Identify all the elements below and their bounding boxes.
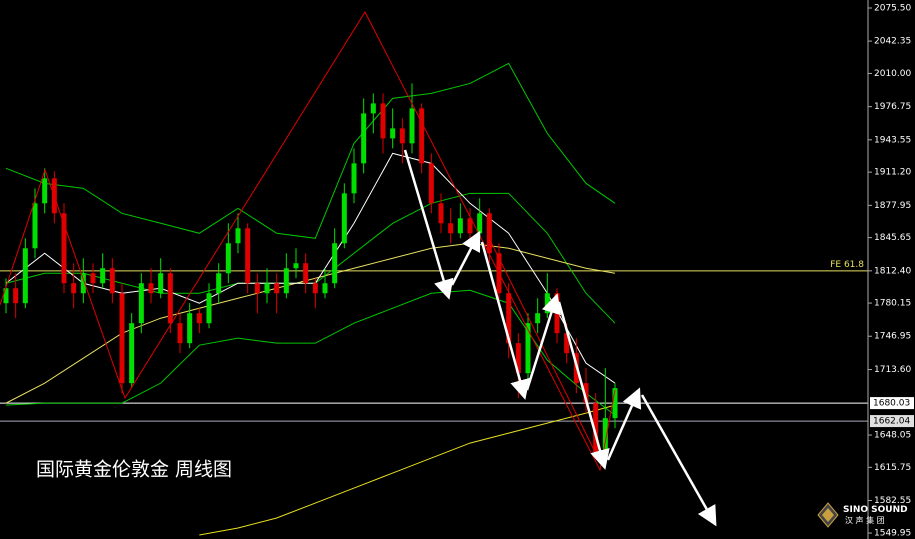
level-label: FE 61.8 (830, 260, 864, 270)
candle-body (3, 288, 9, 304)
candle-body (525, 323, 531, 374)
candle-body (361, 113, 367, 164)
candle-body (119, 293, 125, 384)
zigzag (489, 239, 601, 463)
candle-body (535, 313, 541, 324)
y-tick-label: 2075.50 (874, 3, 911, 13)
candle-body (457, 218, 463, 234)
candle-body (13, 288, 19, 304)
candle-body (370, 103, 376, 114)
candle-body (42, 178, 48, 204)
candle-body (129, 323, 135, 384)
y-tick-label: 1943.55 (874, 135, 911, 145)
candle-body (187, 313, 193, 344)
indicator-line (199, 404, 616, 536)
candle-body (216, 273, 222, 294)
y-tick-label: 1911.20 (874, 168, 911, 178)
candle-body (264, 283, 270, 294)
candle-body (593, 403, 599, 454)
candle-body (22, 248, 28, 304)
candle-body (167, 273, 173, 324)
candle-body (158, 273, 164, 294)
candle-body (245, 228, 251, 284)
candle-body (332, 243, 338, 284)
candle-body (564, 333, 570, 354)
candle-body (90, 273, 96, 284)
candle-body (602, 418, 608, 454)
indicator-line (5, 289, 616, 416)
candle-body (506, 293, 512, 344)
y-tick-label: 1582.55 (874, 496, 911, 506)
indicator-line (5, 62, 616, 239)
candle-body (293, 263, 299, 269)
logo-name: SINO SOUND (843, 505, 908, 515)
y-tick-label: 1615.75 (874, 463, 911, 473)
y-tick-label: 2010.00 (874, 69, 911, 79)
candle-body (80, 273, 86, 294)
y-tick-label: 1746.95 (874, 332, 911, 342)
candle-body (544, 293, 550, 314)
candle-body (583, 383, 589, 404)
y-tick-label: 1976.75 (874, 102, 911, 112)
candle-body (206, 293, 212, 324)
plot-area: FE 61.8 (0, 62, 868, 536)
candle-body (409, 108, 415, 144)
candle-body (448, 223, 454, 234)
candle-body (486, 213, 492, 254)
candle-body (283, 268, 289, 294)
chart-title: 国际黄金伦敦金 周线图 (36, 459, 232, 481)
candle-body (467, 218, 473, 234)
price-box (870, 397, 914, 410)
candle-body (341, 193, 347, 244)
candle-body (109, 268, 115, 294)
candle-body (419, 108, 425, 164)
y-tick-label: 1549.95 (874, 529, 911, 539)
candle-body (254, 283, 260, 294)
y-tick-label: 1713.60 (874, 365, 911, 375)
price-box (870, 415, 914, 428)
candle-body (515, 343, 521, 374)
candle-body (351, 163, 357, 194)
candle-body (438, 203, 444, 224)
price-label: 1680.03 (873, 399, 910, 409)
price-axis: 2075.50 2042.35 2010.00 1976.75 1943.55 1911.… (868, 3, 914, 539)
axis-panel (868, 0, 915, 539)
candle-body (196, 313, 202, 324)
candle-body (177, 323, 183, 344)
candle-body (303, 263, 309, 284)
y-tick-label: 2042.35 (874, 37, 911, 47)
candle-body (148, 283, 154, 294)
candle-body (399, 128, 405, 144)
candle-body (312, 283, 318, 294)
y-tick-label: 1845.65 (874, 233, 911, 243)
candle-body (100, 268, 106, 284)
y-tick-label: 1780.15 (874, 299, 911, 309)
candle-body (322, 283, 328, 294)
y-tick-label: 1877.95 (874, 201, 911, 211)
logo: SINO SOUND 汉 声 集 团 (817, 502, 908, 528)
candle-body (274, 283, 280, 294)
candle-body (71, 283, 77, 294)
candle-body (428, 163, 434, 204)
y-tick-label: 1648.05 (874, 431, 911, 441)
candle-body (235, 228, 241, 244)
candle-body (612, 388, 618, 419)
candle-body (380, 103, 386, 139)
candle-body (477, 213, 483, 234)
arrows (403, 149, 717, 527)
y-tick-label: 1812.40 (874, 266, 911, 276)
candle-body (225, 243, 231, 274)
candle-body (390, 128, 396, 139)
candle-body (138, 283, 144, 324)
candle-body (32, 203, 38, 249)
logo-sub: 汉 声 集 团 (845, 515, 885, 525)
candle-body (61, 213, 67, 284)
price-label: 1662.04 (873, 417, 910, 427)
